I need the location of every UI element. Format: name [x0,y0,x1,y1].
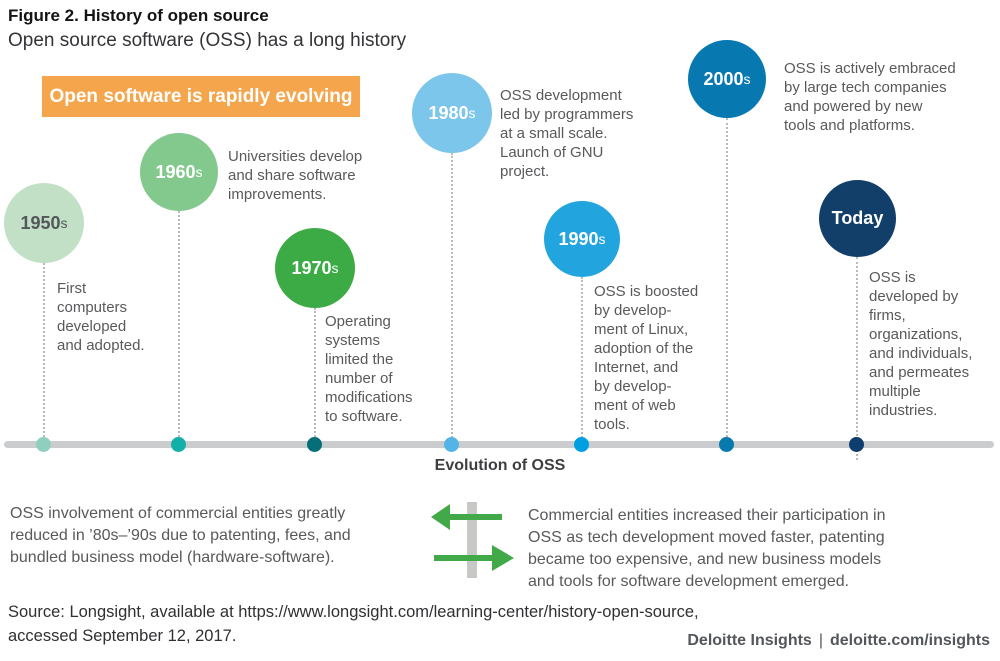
decade-suffix: s [598,231,606,247]
decade-circle-1950s: 1950 s [4,183,84,263]
timeline-axis-label: Evolution of OSS [434,457,566,474]
decade-circle-1980s: 1980 s [412,73,492,153]
figure-title: Figure 2. History of open source [8,6,269,25]
source-note: Source: Longsight, available at https://… [8,603,699,645]
decade-suffix: s [468,105,476,121]
right-arrow-icon [434,545,514,571]
timeline-connector [581,277,583,441]
timeline-axis-dot [307,437,322,452]
figure-subtitle: Open source software (OSS) has a long hi… [8,30,407,51]
decade-circle-2000s: 2000 s [688,40,766,118]
timeline-connector [43,263,45,441]
decade-label: 1960 [155,161,196,182]
timeline-connector [314,308,316,441]
timeline-description: OSS is boosted by develop- ment of Linux… [594,283,699,433]
commercial-decline-text: OSS involvement of commercial entities g… [10,505,351,566]
timeline-connector [451,153,453,441]
timeline-description: OSS is actively embraced by large tech c… [784,60,956,134]
timeline-axis-dot [849,437,864,452]
timeline-axis-dot [36,437,51,452]
left-arrow-icon [431,504,502,530]
timeline-axis-dot [719,437,734,452]
timeline-description: OSS is developed by firms, organizations… [869,269,973,419]
footer-brand: Deloitte Insights | deloitte.com/insights [687,632,990,650]
decade-label: 2000 [703,68,744,89]
decade-circle-1960s: 1960 s [140,133,218,211]
decade-suffix: s [331,260,339,276]
decade-circle-1970s: 1970 s [275,228,355,308]
direction-arrows-icon [431,502,514,578]
timeline-connector [726,118,728,441]
timeline-description: Operating systems limited the number of … [325,313,413,425]
footer-separator: | [818,632,823,649]
divider-bar [467,502,477,578]
decade-suffix: s [743,71,751,87]
decade-label: 1990 [558,228,599,249]
timeline-axis-dot [444,437,459,452]
timeline-axis-dot [574,437,589,452]
timeline-description: Universities develop and share software … [228,148,363,203]
decade-circle-today: Today [819,180,896,257]
highlight-banner: Open software is rapidly evolving [42,76,360,117]
timeline-connector [856,257,858,460]
decade-label: 1950 [20,212,61,233]
commercial-increase-text: Commercial entities increased their part… [528,507,886,590]
decade-circle-1990s: 1990 s [544,201,620,277]
decade-label: 1980 [428,102,469,123]
decade-suffix: s [195,164,203,180]
decade-label: Today [831,208,884,228]
timeline-description: First computers developed and adopted. [57,280,145,354]
decade-label: 1970 [291,257,332,278]
footer-brand-name: Deloitte Insights [687,632,812,649]
footer-url: deloitte.com/insights [829,632,990,649]
timeline-axis-dot [171,437,186,452]
timeline-axis [4,441,994,448]
timeline-description: OSS development led by programmers at a … [500,87,634,180]
decade-suffix: s [60,215,68,231]
banner-label: Open software is rapidly evolving [49,85,353,107]
timeline-connector [178,211,180,441]
